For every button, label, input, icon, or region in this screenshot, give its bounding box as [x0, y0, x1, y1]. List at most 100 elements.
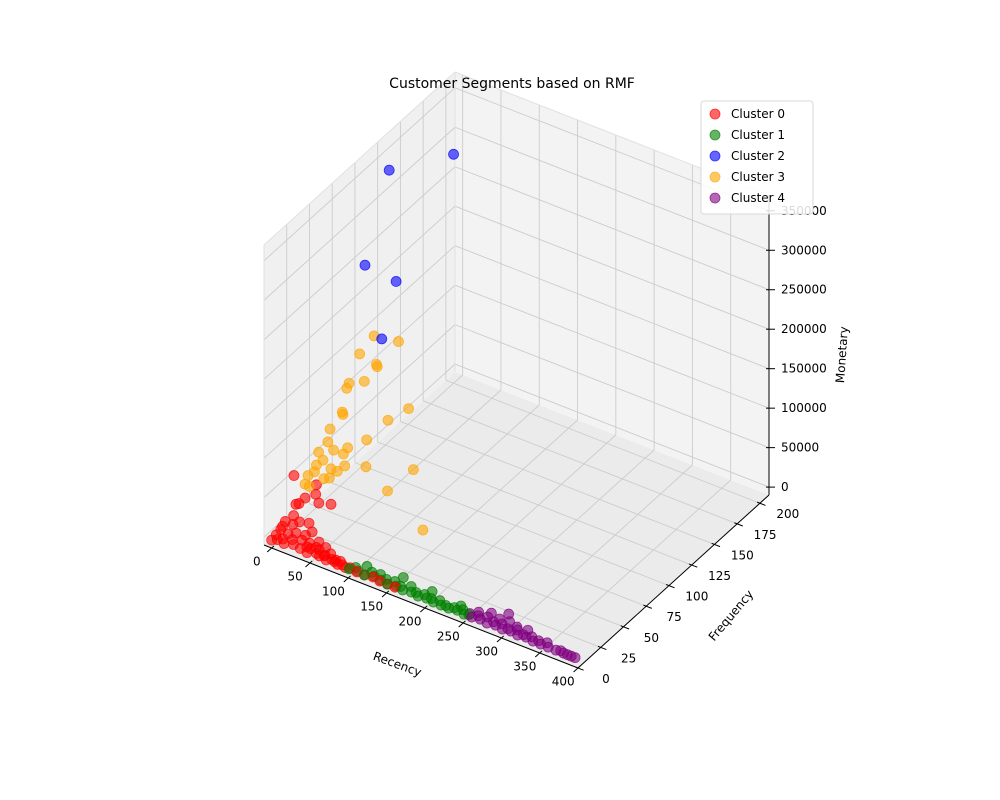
x-tick	[534, 650, 543, 658]
grid-lines	[263, 75, 770, 669]
data-point	[328, 444, 340, 456]
z-tick-label: 200000	[781, 322, 827, 336]
z-tick-label: 250000	[781, 283, 827, 297]
grid-line-y-floor	[332, 482, 647, 607]
back-pane	[455, 72, 769, 495]
grid-line-z-left	[263, 324, 456, 498]
data-point	[481, 617, 493, 629]
z-tick-label: 0	[781, 480, 789, 494]
data-point	[313, 497, 325, 509]
y-tick	[756, 501, 766, 506]
y-tick	[575, 666, 584, 671]
y-tick-label: 75	[667, 610, 682, 624]
data-point	[322, 436, 334, 448]
data-point	[342, 442, 354, 454]
data-point	[359, 259, 371, 271]
data-point	[393, 336, 404, 347]
y-tick	[688, 563, 698, 568]
y-tick	[734, 522, 743, 527]
x-tick-label: 50	[287, 569, 302, 583]
tick-marks	[266, 210, 775, 673]
legend-label: Cluster 4	[731, 191, 785, 205]
grid-line-z-left	[263, 284, 456, 459]
data-point	[407, 464, 419, 476]
data-point	[412, 590, 424, 602]
data-point	[358, 375, 370, 387]
grid-line-z-left	[263, 245, 456, 420]
data-point	[343, 377, 355, 389]
grid-line-z-back	[454, 205, 770, 330]
data-point	[318, 473, 330, 485]
x-tick	[381, 590, 390, 598]
y-tick-label: 0	[602, 672, 610, 686]
data-point	[466, 611, 478, 623]
legend-box	[700, 100, 814, 215]
grid-line-z-back	[454, 245, 770, 370]
legend-marker	[709, 108, 721, 120]
legend: Cluster 0 Cluster 1 Cluster 2 Cluster 3 Clus…	[700, 100, 814, 215]
data-point	[397, 584, 409, 596]
grid-line-y-floor	[309, 503, 624, 628]
data-point	[448, 148, 459, 160]
grid-line-y-floor	[400, 421, 715, 545]
legend-label: Cluster 0	[731, 107, 785, 121]
grid-line-y-floor	[423, 400, 738, 525]
legend-marker	[709, 129, 721, 141]
grid-line-y-floor	[286, 523, 601, 648]
y-tick-label: 175	[754, 528, 777, 542]
y-tick-label: 25	[621, 651, 636, 665]
data-point	[324, 423, 336, 435]
data-point	[371, 359, 382, 370]
grid-line-z-back	[454, 166, 770, 291]
pane-edge	[263, 71, 456, 246]
legend-label: Cluster 2	[731, 149, 785, 163]
x-tick-label: 100	[322, 584, 345, 598]
data-point	[382, 414, 394, 426]
data-point	[503, 608, 515, 620]
chart-title: Customer Segments based on RMF	[389, 76, 635, 92]
y-tick	[711, 542, 721, 548]
z-tick-label: 300000	[781, 243, 827, 257]
legend-marker	[709, 171, 721, 183]
data-point	[339, 460, 351, 472]
data-point	[354, 348, 366, 360]
x-tick	[266, 545, 275, 553]
x-tick-label: 350	[513, 659, 536, 673]
grid-line-y-floor	[445, 379, 761, 504]
data-point	[376, 333, 388, 345]
left-pane	[264, 72, 455, 545]
x-tick	[458, 620, 466, 628]
grid-line-y-floor	[377, 441, 692, 566]
data-point	[382, 485, 393, 497]
data-point	[360, 461, 372, 473]
data-point	[288, 470, 300, 481]
data-point	[301, 547, 313, 559]
data-point	[496, 623, 508, 635]
x-tick	[420, 605, 428, 613]
data-point	[383, 164, 395, 176]
grid-line-z-back	[454, 324, 770, 449]
grid-line-z-left	[263, 126, 456, 301]
legend-label: Cluster 1	[731, 128, 785, 142]
legend-label: Cluster 3	[731, 170, 785, 184]
y-tick-label: 200	[776, 507, 799, 521]
grid-line-y-floor	[354, 462, 670, 587]
x-tick-label: 0	[253, 554, 261, 568]
data-point	[569, 652, 581, 664]
x-tick-label: 150	[360, 599, 383, 613]
x-tick-label: 400	[552, 674, 575, 688]
data-point	[361, 434, 373, 446]
data-point	[290, 498, 302, 510]
grid-line-z-left	[263, 166, 456, 341]
data-point	[325, 463, 337, 475]
grid-line-z-back	[454, 363, 770, 488]
grid-line-z-back	[454, 284, 770, 409]
legend-marker	[709, 150, 721, 162]
grid-line-z-left	[263, 205, 456, 380]
y-tick-label: 125	[708, 569, 731, 583]
x-tick	[305, 560, 313, 568]
data-points	[266, 148, 581, 664]
data-point	[299, 492, 311, 504]
data-point	[336, 406, 348, 418]
